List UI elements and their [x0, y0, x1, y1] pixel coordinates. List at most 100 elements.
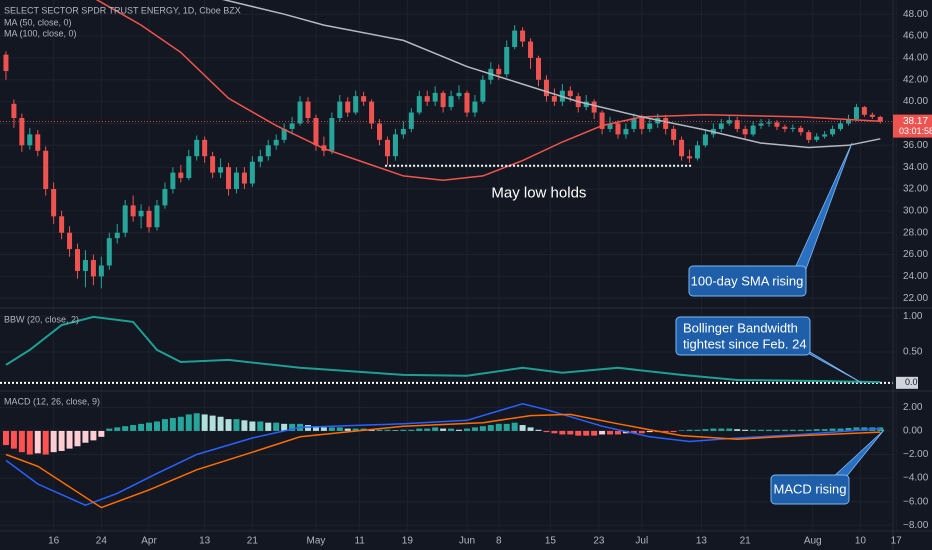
candle-body	[35, 134, 41, 151]
histogram-bar	[320, 427, 327, 431]
candle-body	[718, 123, 724, 129]
candle-body	[838, 123, 844, 129]
histogram-bar	[273, 422, 280, 431]
histogram-bar	[686, 429, 693, 431]
y-tick-label: 0.50	[903, 347, 923, 358]
x-tick-label: 8	[496, 536, 502, 547]
histogram-bar	[614, 430, 621, 435]
value-label-box	[896, 376, 918, 389]
histogram-bar	[726, 428, 733, 431]
histogram-bar	[408, 429, 415, 431]
candle-body	[138, 210, 144, 217]
histogram-bar	[177, 416, 184, 431]
histogram-bar	[487, 425, 494, 431]
macd-panel	[2, 403, 884, 509]
histogram-bar	[646, 430, 653, 433]
candle-body	[353, 96, 359, 113]
axes: 22.00 24.00 26.00 28.00 30.00 32.00 34.00 36.00…	[48, 9, 932, 547]
candle-body	[512, 30, 518, 47]
candle-body	[114, 232, 120, 239]
candle-body	[853, 107, 859, 120]
candle-body	[257, 156, 263, 162]
histogram-bar	[495, 423, 502, 431]
histogram-bar	[607, 430, 614, 435]
histogram-bar	[193, 413, 200, 431]
histogram-bar	[511, 422, 518, 431]
histogram-bar	[352, 428, 359, 431]
candle-body	[74, 249, 80, 271]
x-tick-label: Jul	[635, 536, 648, 547]
price-panel	[0, 0, 893, 289]
candle-body	[671, 128, 677, 140]
histogram-bar	[392, 430, 399, 431]
histogram-bar	[662, 430, 669, 433]
x-tick-label: Aug	[804, 536, 822, 547]
candle-body	[90, 260, 96, 277]
series-line	[221, 0, 881, 149]
y-tick-label: −6.00	[903, 496, 929, 507]
series-line	[95, 0, 881, 182]
candle-body	[528, 41, 534, 58]
candle-body	[297, 101, 303, 124]
grid	[0, 0, 897, 530]
histogram-bar	[416, 428, 423, 431]
candle-body	[146, 210, 152, 228]
candle-body	[806, 132, 812, 140]
candle-body	[273, 139, 279, 146]
y-tick-label: 26.00	[903, 249, 928, 260]
histogram-bar	[829, 428, 836, 431]
histogram-bar	[153, 421, 160, 431]
histogram-bar	[249, 421, 256, 431]
candle-body	[543, 79, 549, 97]
histogram-bar	[217, 416, 224, 431]
candle-body	[694, 145, 700, 159]
candle-body	[281, 128, 287, 140]
histogram-bar	[66, 430, 73, 449]
histogram-bar	[527, 427, 534, 431]
candle-body	[11, 103, 17, 118]
histogram-bar	[758, 429, 765, 431]
histogram-bar	[503, 423, 510, 431]
histogram-bar	[456, 429, 463, 431]
histogram-bar	[106, 428, 113, 431]
x-tick-label: 10	[855, 536, 867, 547]
callout-box	[675, 316, 811, 356]
histogram-bar	[821, 429, 828, 431]
candle-body	[623, 128, 629, 135]
candle-body	[377, 123, 383, 140]
candle-body	[313, 117, 319, 146]
y-tick-label: 46.00	[903, 31, 928, 42]
panel-title: MACD (12, 26, close, 9)	[4, 396, 100, 406]
histogram-bar	[630, 430, 637, 434]
candle-body	[43, 150, 49, 190]
y-tick-label: 40.00	[903, 96, 928, 107]
candle-body	[536, 57, 542, 80]
candle-body	[384, 139, 390, 157]
histogram-bar	[122, 426, 129, 431]
histogram-bar	[161, 419, 168, 431]
y-tick-label: 42.00	[903, 74, 928, 85]
candle-body	[639, 117, 645, 129]
y-tick-label: 24.00	[903, 271, 928, 282]
x-tick-label: May	[306, 536, 325, 547]
y-tick-label: 44.00	[903, 53, 928, 64]
histogram-bar	[98, 430, 105, 437]
histogram-bar	[805, 429, 812, 431]
histogram-bar	[789, 429, 796, 431]
candle-body	[734, 120, 740, 129]
candle-body	[337, 101, 343, 118]
candle-body	[432, 92, 438, 102]
histogram-bar	[241, 420, 248, 431]
candle-body	[774, 122, 780, 127]
legend-entry: MA (100, close, 0)	[4, 28, 77, 38]
histogram-bar	[479, 426, 486, 431]
histogram-bar	[543, 430, 550, 433]
candle-body	[591, 101, 597, 113]
histogram-bar	[26, 430, 33, 455]
histogram-bar	[575, 430, 582, 436]
histogram-bar	[718, 428, 725, 431]
candle-body	[19, 117, 25, 146]
histogram-bar	[742, 429, 749, 431]
candle-body	[615, 123, 621, 135]
